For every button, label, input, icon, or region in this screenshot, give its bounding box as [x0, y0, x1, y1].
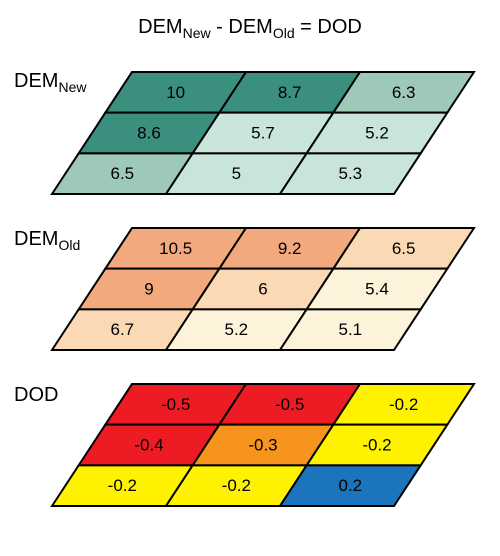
cell-value-dem-old-r1c1: 6 — [258, 279, 267, 298]
cell-value-dem-new-r1c2: 5.2 — [365, 123, 389, 142]
cell-value-dod-r0c2: -0.2 — [389, 395, 418, 414]
grid-dem-old: 10.5 9.2 6.5 9 6 5.4 6.7 5.2 5.1 — [0, 222, 500, 362]
diagram-stage: { "formula": { "left_base": "DEM", "left… — [0, 0, 500, 556]
cell-value-dem-old-r0c1: 9.2 — [278, 239, 302, 258]
cell-value-dem-new-r1c1: 5.7 — [251, 123, 275, 142]
cell-value-dem-new-r2c2: 5.3 — [339, 164, 363, 183]
cell-value-dem-new-r0c2: 6.3 — [392, 83, 416, 102]
formula-eq: = — [295, 16, 318, 38]
grid-dem-new: 10 8.7 6.3 8.6 5.7 5.2 6.5 5 5.3 — [0, 66, 500, 206]
cell-value-dem-old-r2c0: 6.7 — [111, 320, 135, 339]
cell-value-dem-old-r1c0: 9 — [144, 279, 153, 298]
cell-value-dod-r0c0: -0.5 — [161, 395, 190, 414]
formula-right: DOD — [317, 16, 361, 38]
cell-value-dem-new-r2c0: 6.5 — [111, 164, 135, 183]
cell-value-dem-new-r1c0: 8.6 — [137, 123, 161, 142]
cell-value-dem-old-r1c2: 5.4 — [365, 279, 389, 298]
formula-mid-sub: Old — [273, 25, 295, 41]
formula: DEMNew - DEMOld = DOD — [0, 16, 500, 41]
cell-value-dod-r1c0: -0.4 — [134, 435, 163, 454]
cell-value-dod-r2c1: -0.2 — [222, 476, 251, 495]
formula-mid-base: DEM — [228, 16, 272, 38]
formula-left-base: DEM — [138, 16, 182, 38]
formula-minus: - — [211, 16, 229, 38]
grid-dod: -0.5 -0.5 -0.2 -0.4 -0.3 -0.2 -0.2 -0.2 0.2 — [0, 378, 500, 518]
cell-value-dem-old-r2c2: 5.1 — [339, 320, 363, 339]
cell-value-dem-old-r2c1: 5.2 — [225, 320, 249, 339]
cell-value-dod-r2c0: -0.2 — [108, 476, 137, 495]
cell-value-dod-r1c2: -0.2 — [362, 435, 391, 454]
cell-value-dem-new-r0c0: 10 — [166, 83, 185, 102]
cell-value-dod-r1c1: -0.3 — [248, 435, 277, 454]
formula-left-sub: New — [183, 25, 211, 41]
cell-value-dem-old-r0c2: 6.5 — [392, 239, 416, 258]
cell-value-dem-new-r2c1: 5 — [232, 164, 241, 183]
cell-value-dem-new-r0c1: 8.7 — [278, 83, 302, 102]
cell-value-dem-old-r0c0: 10.5 — [159, 239, 192, 258]
cell-value-dod-r2c2: 0.2 — [339, 476, 363, 495]
cell-value-dod-r0c1: -0.5 — [275, 395, 304, 414]
